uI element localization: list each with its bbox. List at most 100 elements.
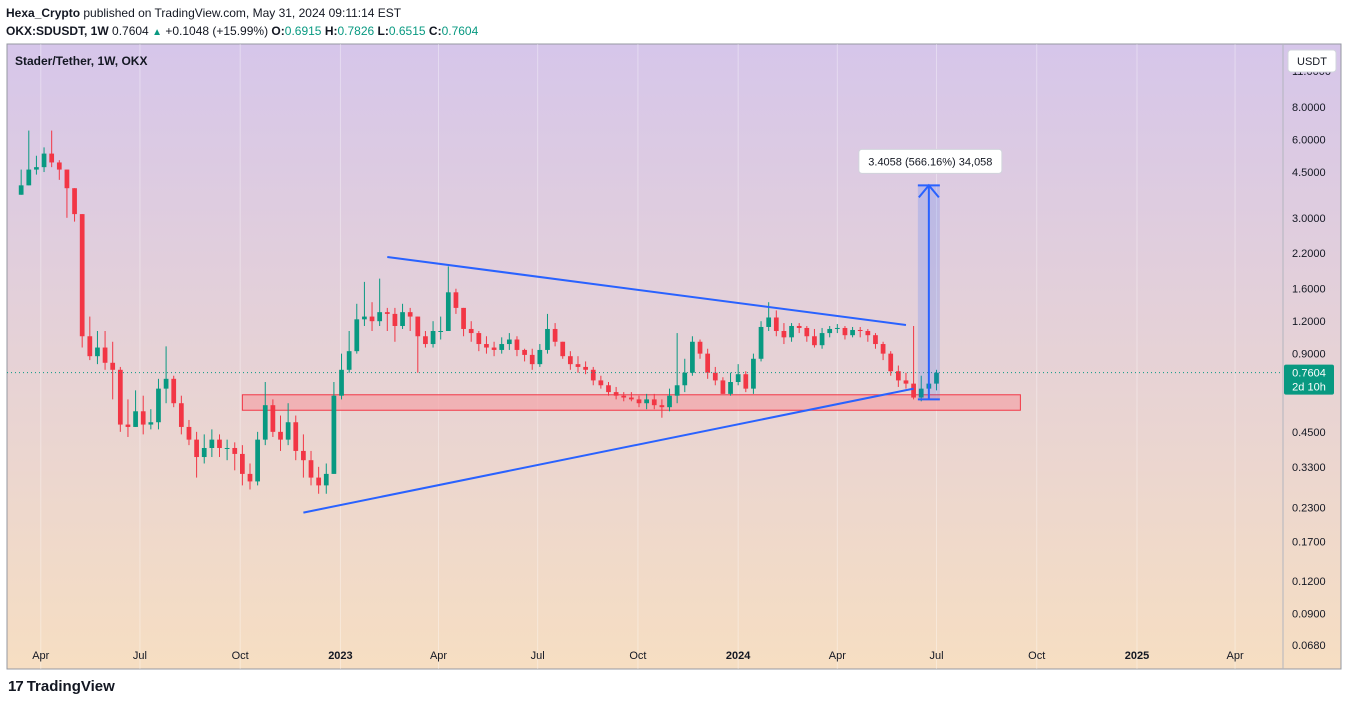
candle[interactable]	[156, 378, 161, 430]
candle[interactable]	[72, 188, 77, 222]
candle[interactable]	[308, 450, 314, 486]
candle[interactable]	[384, 307, 390, 332]
candle[interactable]	[34, 155, 39, 175]
candle[interactable]	[903, 372, 909, 389]
candle[interactable]	[552, 323, 558, 347]
candle[interactable]	[377, 278, 383, 326]
candle[interactable]	[247, 463, 253, 490]
candle[interactable]	[674, 333, 680, 404]
candle[interactable]	[171, 375, 177, 408]
currency-button[interactable]: USDT	[1287, 49, 1337, 73]
candle[interactable]	[911, 325, 916, 400]
candle[interactable]	[888, 351, 894, 376]
candle[interactable]	[758, 321, 764, 362]
candle[interactable]	[148, 409, 154, 430]
candle[interactable]	[514, 336, 520, 357]
candle[interactable]	[606, 381, 611, 396]
candle[interactable]	[476, 331, 482, 352]
tradingview-brand[interactable]: 17 TradingView	[8, 678, 115, 695]
candle[interactable]	[110, 341, 116, 400]
candle[interactable]	[201, 434, 207, 464]
candle[interactable]	[850, 326, 855, 338]
candle[interactable]	[705, 348, 711, 379]
candle[interactable]	[423, 331, 428, 348]
candle[interactable]	[682, 358, 688, 393]
candle[interactable]	[880, 341, 886, 361]
candle[interactable]	[209, 429, 215, 458]
candle[interactable]	[545, 313, 550, 354]
candle[interactable]	[651, 393, 657, 410]
candle[interactable]	[499, 337, 505, 354]
candle[interactable]	[659, 399, 665, 418]
candle[interactable]	[834, 324, 840, 334]
candle[interactable]	[636, 395, 642, 408]
candle[interactable]	[461, 307, 466, 337]
candle[interactable]	[224, 439, 230, 461]
candle[interactable]	[240, 445, 245, 486]
candle[interactable]	[323, 463, 329, 494]
candle[interactable]	[445, 266, 451, 332]
candle[interactable]	[331, 381, 337, 474]
candle[interactable]	[133, 390, 138, 427]
candle[interactable]	[430, 321, 436, 348]
candle[interactable]	[26, 130, 32, 186]
candle[interactable]	[583, 361, 588, 375]
candle[interactable]	[316, 466, 322, 494]
candle[interactable]	[773, 310, 779, 337]
candle[interactable]	[95, 331, 100, 365]
candle[interactable]	[804, 325, 810, 342]
candle[interactable]	[278, 415, 283, 451]
candle[interactable]	[270, 399, 276, 437]
candle[interactable]	[857, 326, 863, 338]
candle[interactable]	[255, 431, 260, 486]
candle[interactable]	[712, 366, 718, 386]
candle[interactable]	[895, 365, 901, 387]
candle[interactable]	[293, 415, 299, 461]
candle[interactable]	[125, 399, 131, 437]
candle[interactable]	[41, 147, 47, 173]
candle[interactable]	[468, 321, 474, 342]
candle[interactable]	[453, 288, 459, 314]
candle[interactable]	[537, 344, 543, 367]
candle[interactable]	[575, 356, 581, 373]
candle[interactable]	[194, 431, 199, 478]
candle[interactable]	[369, 302, 375, 332]
candle[interactable]	[598, 375, 604, 389]
candle[interactable]	[362, 281, 367, 326]
candle[interactable]	[346, 331, 352, 373]
candle[interactable]	[506, 333, 512, 350]
candle[interactable]	[339, 353, 344, 400]
candle[interactable]	[400, 303, 405, 329]
candle[interactable]	[140, 395, 146, 435]
candle[interactable]	[491, 341, 497, 357]
candle[interactable]	[415, 316, 421, 373]
candle[interactable]	[613, 386, 619, 400]
candle[interactable]	[285, 403, 291, 446]
candle[interactable]	[163, 346, 169, 404]
candle[interactable]	[102, 331, 108, 370]
candle[interactable]	[697, 339, 703, 359]
candle[interactable]	[644, 393, 649, 410]
candle[interactable]	[667, 388, 672, 412]
candle[interactable]	[743, 371, 749, 393]
candle[interactable]	[64, 169, 70, 218]
candle[interactable]	[407, 307, 413, 332]
candle[interactable]	[621, 392, 627, 402]
candle[interactable]	[812, 328, 817, 348]
candle[interactable]	[87, 316, 93, 361]
candle[interactable]	[522, 348, 527, 362]
candle[interactable]	[934, 369, 939, 391]
candle[interactable]	[232, 442, 238, 471]
candle[interactable]	[529, 348, 535, 370]
candle[interactable]	[178, 395, 184, 435]
candle[interactable]	[629, 392, 634, 402]
candle[interactable]	[819, 327, 825, 349]
candle[interactable]	[789, 323, 794, 342]
candle[interactable]	[796, 323, 802, 334]
candle[interactable]	[392, 307, 398, 342]
upper-trendline[interactable]	[387, 255, 907, 327]
author-name[interactable]: Hexa_Crypto	[6, 6, 81, 20]
candle[interactable]	[262, 381, 268, 446]
lower-trendline[interactable]	[303, 387, 914, 514]
